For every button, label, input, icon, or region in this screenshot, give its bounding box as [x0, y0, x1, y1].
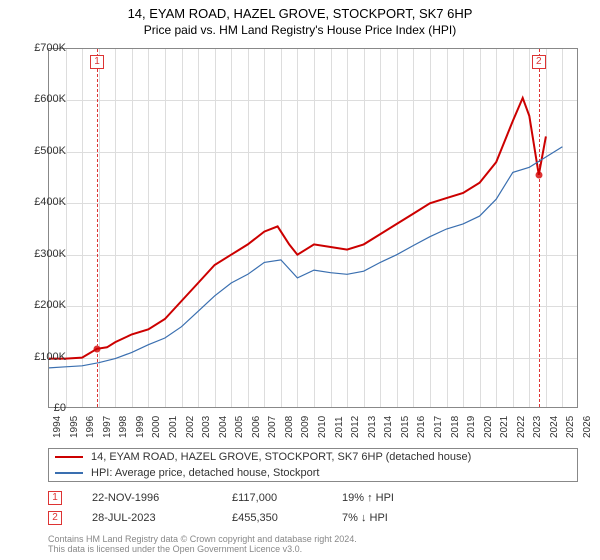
- x-axis-label: 2024: [549, 416, 560, 438]
- x-axis-label: 2012: [350, 416, 361, 438]
- x-axis-label: 2021: [499, 416, 510, 438]
- x-axis-label: 2009: [300, 416, 311, 438]
- x-axis-label: 2007: [267, 416, 278, 438]
- x-axis-label: 1997: [102, 416, 113, 438]
- y-axis-label: £100K: [22, 351, 66, 363]
- x-axis-label: 2017: [433, 416, 444, 438]
- x-axis-label: 2013: [367, 416, 378, 438]
- chart-plot-area: 12: [48, 48, 578, 408]
- series-line: [49, 147, 562, 368]
- transaction-marker: 2: [48, 511, 62, 525]
- licence-line-1: Contains HM Land Registry data © Crown c…: [48, 534, 357, 544]
- chart-title-sub: Price paid vs. HM Land Registry's House …: [0, 21, 600, 37]
- transaction-price: £455,350: [232, 512, 312, 524]
- series-line: [49, 98, 546, 359]
- transaction-row: 1 22-NOV-1996 £117,000 19% ↑ HPI: [48, 488, 578, 508]
- legend-swatch: [55, 472, 83, 474]
- series-svg: [49, 49, 579, 409]
- legend-swatch: [55, 456, 83, 458]
- x-axis-label: 2008: [284, 416, 295, 438]
- x-axis-label: 1999: [135, 416, 146, 438]
- transaction-marker: 1: [48, 491, 62, 505]
- licence-line-2: This data is licensed under the Open Gov…: [48, 544, 357, 554]
- x-axis-label: 2020: [483, 416, 494, 438]
- chart-container: 14, EYAM ROAD, HAZEL GROVE, STOCKPORT, S…: [0, 0, 600, 560]
- y-axis-label: £600K: [22, 93, 66, 105]
- x-axis-label: 2023: [532, 416, 543, 438]
- x-axis-label: 2025: [565, 416, 576, 438]
- x-axis-label: 2026: [582, 416, 593, 438]
- y-axis-label: £500K: [22, 145, 66, 157]
- y-axis-label: £0: [22, 402, 66, 414]
- legend-item: 14, EYAM ROAD, HAZEL GROVE, STOCKPORT, S…: [49, 449, 577, 465]
- x-axis-label: 2019: [466, 416, 477, 438]
- x-axis-label: 1994: [52, 416, 63, 438]
- transaction-date: 22-NOV-1996: [92, 492, 202, 504]
- x-axis-label: 2022: [516, 416, 527, 438]
- transaction-hpi: 7% ↓ HPI: [342, 512, 452, 524]
- x-axis-label: 2005: [234, 416, 245, 438]
- y-axis-label: £300K: [22, 248, 66, 260]
- x-axis-label: 2001: [168, 416, 179, 438]
- x-axis-label: 1998: [118, 416, 129, 438]
- x-axis-label: 2004: [218, 416, 229, 438]
- x-axis-label: 2003: [201, 416, 212, 438]
- x-axis-label: 2018: [450, 416, 461, 438]
- legend-item: HPI: Average price, detached house, Stoc…: [49, 465, 577, 481]
- x-axis-label: 2010: [317, 416, 328, 438]
- legend-label: HPI: Average price, detached house, Stoc…: [91, 467, 320, 479]
- x-axis-label: 2016: [416, 416, 427, 438]
- transaction-hpi: 19% ↑ HPI: [342, 492, 452, 504]
- transaction-date: 28-JUL-2023: [92, 512, 202, 524]
- licence-text: Contains HM Land Registry data © Crown c…: [48, 534, 357, 555]
- legend: 14, EYAM ROAD, HAZEL GROVE, STOCKPORT, S…: [48, 448, 578, 482]
- transaction-price: £117,000: [232, 492, 312, 504]
- x-axis-label: 2000: [151, 416, 162, 438]
- x-axis-label: 2014: [383, 416, 394, 438]
- y-axis-label: £200K: [22, 299, 66, 311]
- chart-title-main: 14, EYAM ROAD, HAZEL GROVE, STOCKPORT, S…: [0, 0, 600, 21]
- x-axis-label: 1996: [85, 416, 96, 438]
- x-axis-label: 1995: [69, 416, 80, 438]
- x-axis-label: 2006: [251, 416, 262, 438]
- transaction-table: 1 22-NOV-1996 £117,000 19% ↑ HPI 2 28-JUL-202…: [48, 488, 578, 528]
- x-axis-label: 2011: [334, 416, 345, 438]
- legend-label: 14, EYAM ROAD, HAZEL GROVE, STOCKPORT, S…: [91, 451, 471, 463]
- y-axis-label: £400K: [22, 196, 66, 208]
- x-axis-label: 2015: [400, 416, 411, 438]
- y-axis-label: £700K: [22, 42, 66, 54]
- x-axis-label: 2002: [185, 416, 196, 438]
- transaction-row: 2 28-JUL-2023 £455,350 7% ↓ HPI: [48, 508, 578, 528]
